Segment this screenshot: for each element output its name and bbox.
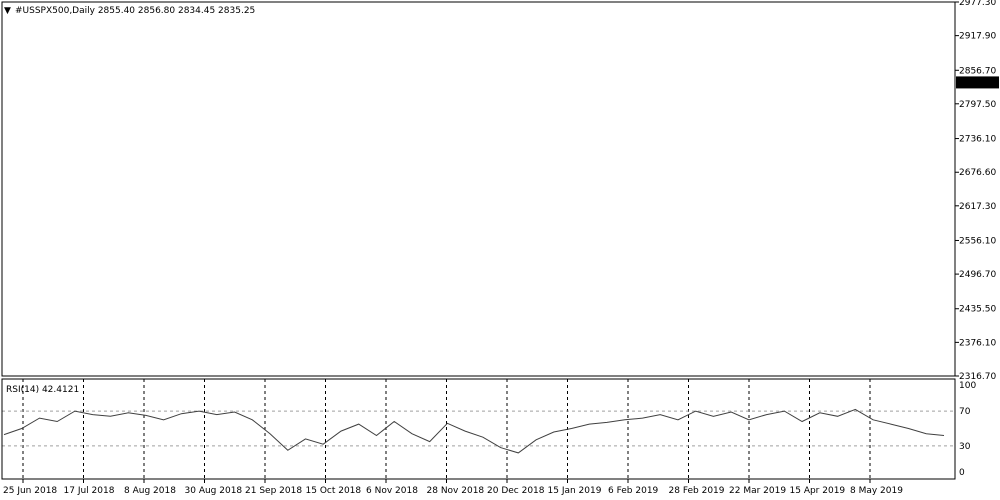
header-marker[interactable]: ▼: [4, 6, 11, 16]
x-tick-label: 8 Aug 2018: [124, 486, 176, 496]
y-tick-label: 2316.70: [959, 372, 996, 382]
x-tick-label: 28 Nov 2018: [427, 486, 485, 496]
x-tick-label: 20 Dec 2018: [487, 486, 545, 496]
rsi-layer: [2, 408, 955, 454]
y-tick-label: 2676.60: [959, 168, 996, 178]
y-tick-label: 2556.10: [959, 236, 996, 246]
y-tick-label: 2435.50: [959, 305, 996, 315]
x-tick-label: 21 Sep 2018: [245, 486, 302, 496]
x-tick-label: 28 Feb 2019: [669, 486, 725, 496]
y-tick-label: 2856.70: [959, 66, 996, 76]
rsi-panel-frame: [1, 378, 956, 480]
text-layer: ▼ #USSPX500,Daily 2855.40 2856.80 2834.4…: [3, 0, 996, 496]
y-tick-label: 2736.10: [959, 135, 996, 145]
y-tick-label: 2376.10: [959, 338, 996, 348]
chart-symbol-line: #USSPX500,Daily 2855.40 2856.80 2834.45 …: [15, 6, 255, 16]
current-price-label: 2835.25: [959, 78, 996, 88]
y-tick-label: 2917.90: [959, 32, 996, 42]
frame-layer: [1, 1, 999, 483]
rsi-label: RSI(14) 42.4121: [6, 385, 79, 395]
x-tick-label: 25 Jun 2018: [3, 486, 57, 496]
x-tick-label: 15 Jan 2019: [548, 486, 602, 496]
x-tick-label: 22 Mar 2019: [729, 486, 786, 496]
y-tick-label: 2617.30: [959, 202, 996, 212]
x-tick-label: 6 Nov 2018: [366, 486, 418, 496]
current-price-tag: [956, 76, 999, 89]
rsi-axis-label: 70: [959, 407, 971, 417]
x-tick-label: 8 May 2019: [850, 486, 903, 496]
x-tick-label: 30 Aug 2018: [185, 486, 243, 496]
x-tick-label: 17 Jul 2018: [64, 486, 115, 496]
rsi-axis-label: 100: [959, 381, 976, 391]
rsi-axis-label: 30: [959, 442, 971, 452]
rsi-line: [3, 408, 945, 454]
main-panel-frame: [1, 1, 956, 377]
x-tick-label: 6 Feb 2019: [608, 486, 659, 496]
y-tick-label: 2797.50: [959, 100, 996, 110]
rsi-axis-label: 0: [959, 468, 965, 478]
y-tick-label: 2977.30: [959, 0, 996, 8]
y-tick-label: 2496.70: [959, 270, 996, 280]
x-tick-label: 15 Apr 2019: [790, 486, 846, 496]
x-tick-label: 15 Oct 2018: [306, 486, 362, 496]
